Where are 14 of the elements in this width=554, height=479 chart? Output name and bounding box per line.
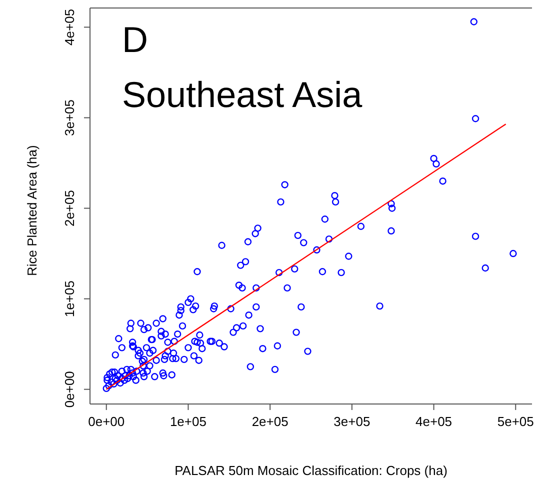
y-tick-label: 1e+05 [62,280,77,318]
y-tick-label: 3e+05 [62,99,77,136]
x-tick-label: 1e+05 [170,414,206,429]
y-tick-label: 2e+05 [62,190,77,227]
x-tick-label: 4e+05 [416,414,452,429]
y-tick-label: 4e+05 [62,8,77,46]
chart-title: D [122,19,148,60]
x-tick-label: 3e+05 [334,414,370,429]
text: Southeast Asia [122,74,362,115]
x-tick-label: 0e+00 [88,414,125,429]
x-tick-label: 5e+05 [497,414,534,429]
x-tick-label: 2e+05 [252,414,288,429]
x-axis-title: PALSAR 50m Mosaic Classification: Crops (ha) [174,463,448,478]
y-axis-title: Rice Planted Area (ha) [24,145,40,276]
